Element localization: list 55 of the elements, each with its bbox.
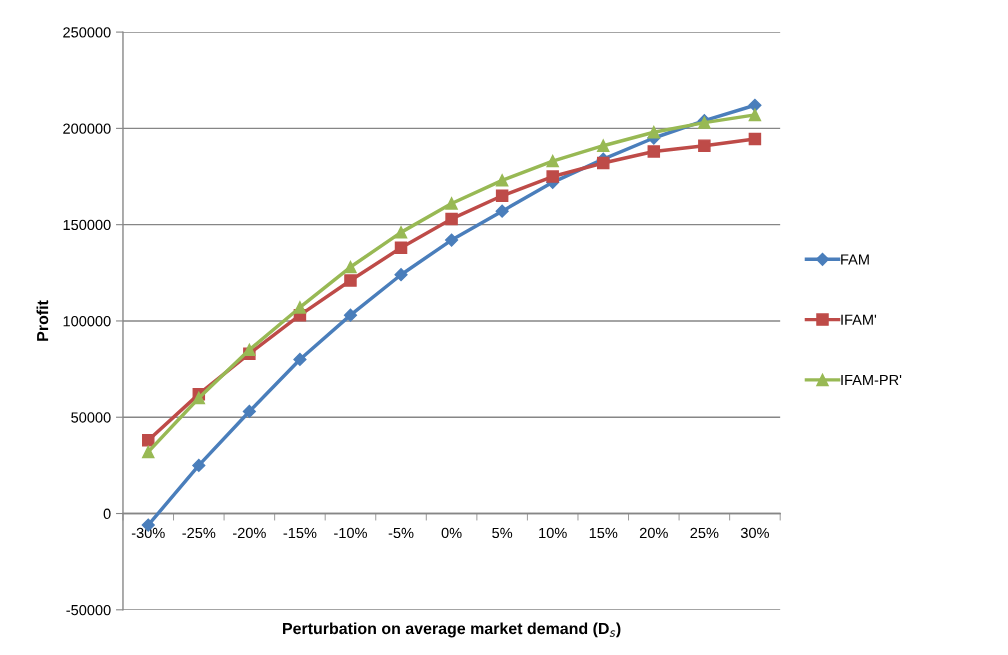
point: [748, 132, 762, 146]
x-tick-label: 25%: [690, 527, 719, 539]
x-tick-label: -25%: [182, 527, 216, 539]
y-tick-label: 0: [103, 508, 111, 519]
point: [243, 343, 256, 357]
point: [647, 145, 661, 158]
y-tick-label: 250000: [63, 27, 111, 38]
point: [445, 197, 458, 210]
point: [142, 434, 155, 447]
point: [192, 391, 206, 405]
point: [242, 404, 256, 419]
y-tick-label: 50000: [71, 412, 111, 423]
legend-label: IFAM-PR': [841, 374, 902, 385]
y-tick-label: -50000: [66, 604, 111, 616]
legend-label: IFAM': [841, 314, 877, 325]
x-tick-label: 20%: [639, 527, 668, 539]
point: [748, 108, 762, 122]
point: [495, 189, 509, 203]
point: [748, 98, 762, 112]
point: [344, 274, 357, 287]
point: [142, 445, 155, 459]
x-tick-label: -5%: [388, 527, 414, 539]
x-tick-label: 30%: [740, 527, 769, 539]
point: [394, 241, 408, 255]
x-tick-label: 10%: [539, 527, 567, 539]
point: [596, 139, 610, 152]
point: [647, 125, 661, 139]
point: [394, 226, 408, 239]
point: [293, 301, 307, 314]
y-tick-label: 150000: [63, 219, 111, 231]
x-tick-label: 5%: [492, 527, 513, 539]
point: [293, 352, 307, 367]
point: [192, 458, 206, 472]
point: [596, 156, 610, 170]
point: [495, 174, 509, 187]
point: [444, 233, 459, 247]
point: [698, 139, 711, 152]
point: [546, 154, 559, 168]
point: [546, 170, 559, 183]
x-tick-label: -30%: [131, 527, 165, 539]
x-axis-title: Perturbation on average market demand (D$_{s}$): [283, 622, 621, 638]
y-axis-title: Profit: [36, 300, 49, 341]
y-tick-label: 100000: [63, 316, 111, 327]
point: [495, 204, 509, 218]
x-tick-label: 0%: [441, 527, 462, 539]
y-tick-label: 200000: [63, 123, 111, 134]
x-tick-label: -20%: [232, 527, 266, 539]
point: [343, 308, 358, 322]
point: [394, 268, 408, 282]
x-tick-label: -15%: [283, 527, 317, 539]
x-tick-label: -10%: [334, 527, 367, 539]
point: [445, 212, 458, 226]
x-tick-label: 15%: [589, 527, 618, 539]
legend-label: FAM: [841, 254, 869, 265]
point: [344, 260, 357, 274]
